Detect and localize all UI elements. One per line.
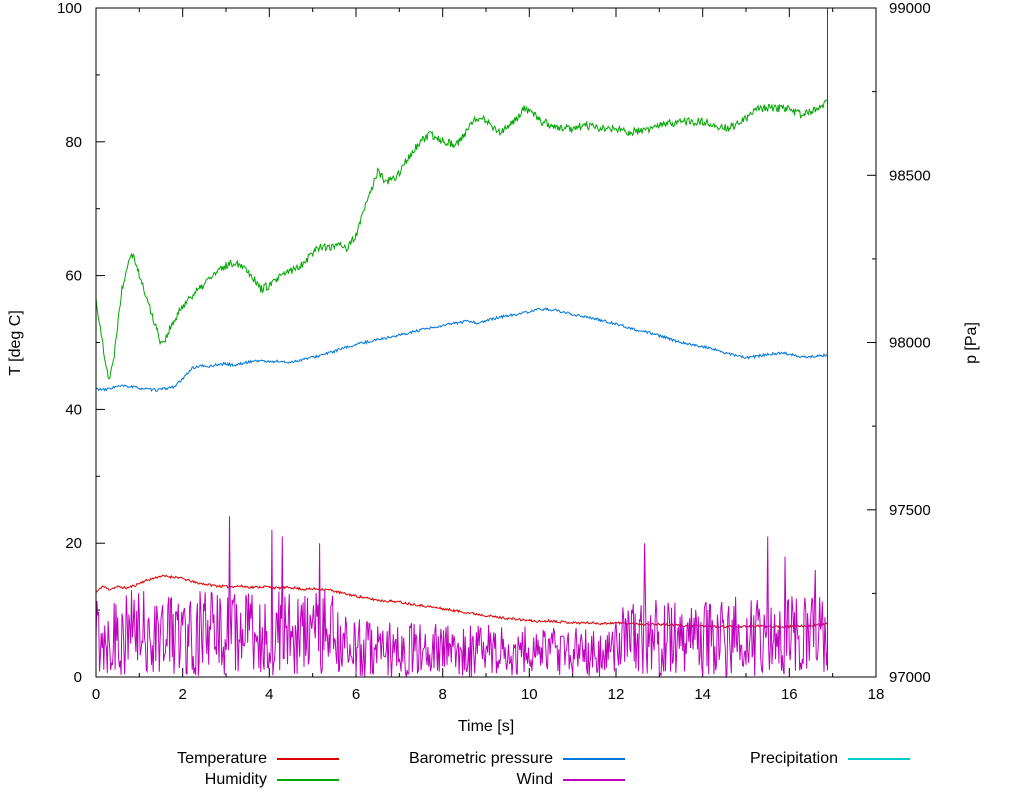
y-right-tick-label: 97500 (889, 502, 931, 519)
series-barometric-pressure (95, 307, 828, 392)
y-left-tick-label: 0 (74, 669, 82, 686)
y-right-tick-label: 98000 (889, 335, 931, 352)
y-right-tick-label: 99000 (889, 0, 931, 17)
plot-border (95, 7, 877, 678)
x-tick-label: 8 (439, 686, 447, 703)
series-temperature (95, 8, 828, 671)
axis-tick-labels: 0 2 4 6 8 10 12 14 16 18 0 20 40 60 80 100 97000 97500 980… (57, 0, 931, 703)
x-tick-label: 2 (179, 686, 187, 703)
x-tick-label: 12 (608, 686, 625, 703)
x-tick-label: 10 (521, 686, 538, 703)
y-left-tick-label: 80 (65, 134, 82, 151)
x-tick-label: 18 (868, 686, 885, 703)
x-tick-label: 0 (92, 686, 100, 703)
x-tick-label: 14 (694, 686, 711, 703)
y-left-tick-label: 100 (57, 0, 82, 17)
y-right-axis-label: p [Pa] (963, 322, 980, 364)
x-tick-label: 16 (781, 686, 798, 703)
series-group (95, 8, 828, 679)
y-right-tick-label: 98500 (889, 167, 931, 184)
y-left-axis-label: T [deg C] (7, 310, 24, 376)
y-right-tick-label: 97000 (889, 669, 931, 686)
y-left-tick-label: 40 (65, 401, 82, 418)
y-left-tick-label: 60 (65, 268, 82, 285)
x-axis-label: Time [s] (458, 718, 514, 735)
x-tick-label: 6 (352, 686, 360, 703)
series-wind (95, 516, 828, 679)
x-tick-label: 4 (265, 686, 273, 703)
series-humidity (95, 99, 828, 380)
y-left-tick-label: 20 (65, 535, 82, 552)
